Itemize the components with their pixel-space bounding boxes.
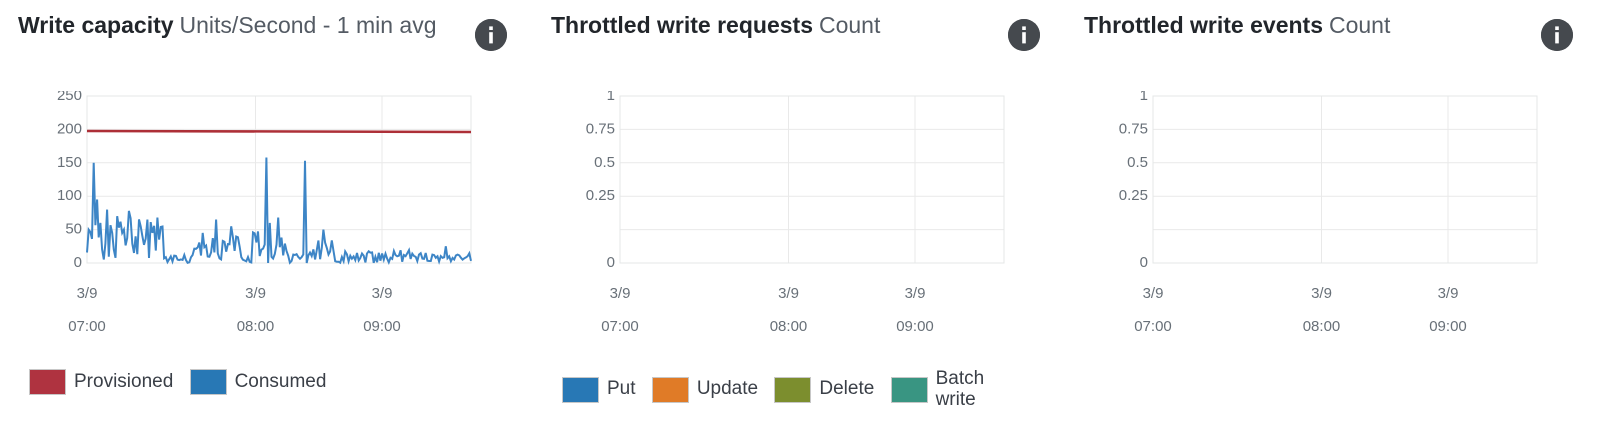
svg-text:09:00: 09:00 bbox=[363, 318, 401, 331]
svg-text:08:00: 08:00 bbox=[237, 318, 275, 331]
svg-text:200: 200 bbox=[57, 120, 82, 137]
svg-text:08:00: 08:00 bbox=[1303, 318, 1341, 331]
svg-text:3/9: 3/9 bbox=[1311, 285, 1332, 302]
svg-text:3/9: 3/9 bbox=[610, 285, 631, 302]
svg-text:3/9: 3/9 bbox=[905, 285, 926, 302]
svg-text:0.75: 0.75 bbox=[1119, 120, 1148, 137]
svg-text:1: 1 bbox=[1140, 91, 1148, 104]
svg-text:3/9: 3/9 bbox=[245, 285, 266, 302]
svg-text:08:00: 08:00 bbox=[770, 318, 808, 331]
svg-text:0.5: 0.5 bbox=[594, 154, 615, 171]
svg-text:1: 1 bbox=[607, 91, 615, 104]
svg-text:3/9: 3/9 bbox=[778, 285, 799, 302]
svg-text:0.5: 0.5 bbox=[1127, 154, 1148, 171]
svg-text:3/9: 3/9 bbox=[1438, 285, 1459, 302]
svg-text:3/9: 3/9 bbox=[77, 285, 98, 302]
svg-text:50: 50 bbox=[65, 221, 82, 238]
svg-text:09:00: 09:00 bbox=[896, 318, 934, 331]
svg-text:3/9: 3/9 bbox=[372, 285, 393, 302]
svg-text:07:00: 07:00 bbox=[68, 318, 106, 331]
svg-text:0: 0 bbox=[607, 254, 615, 271]
svg-text:0.25: 0.25 bbox=[1119, 187, 1148, 204]
svg-text:07:00: 07:00 bbox=[601, 318, 639, 331]
svg-text:3/9: 3/9 bbox=[1143, 285, 1164, 302]
svg-text:0.75: 0.75 bbox=[586, 120, 615, 137]
svg-text:0.25: 0.25 bbox=[586, 187, 615, 204]
svg-text:07:00: 07:00 bbox=[1134, 318, 1172, 331]
svg-text:0: 0 bbox=[1140, 254, 1148, 271]
svg-text:100: 100 bbox=[57, 187, 82, 204]
svg-text:250: 250 bbox=[57, 91, 82, 104]
svg-text:150: 150 bbox=[57, 154, 82, 171]
svg-text:09:00: 09:00 bbox=[1429, 318, 1467, 331]
svg-text:0: 0 bbox=[74, 254, 82, 271]
